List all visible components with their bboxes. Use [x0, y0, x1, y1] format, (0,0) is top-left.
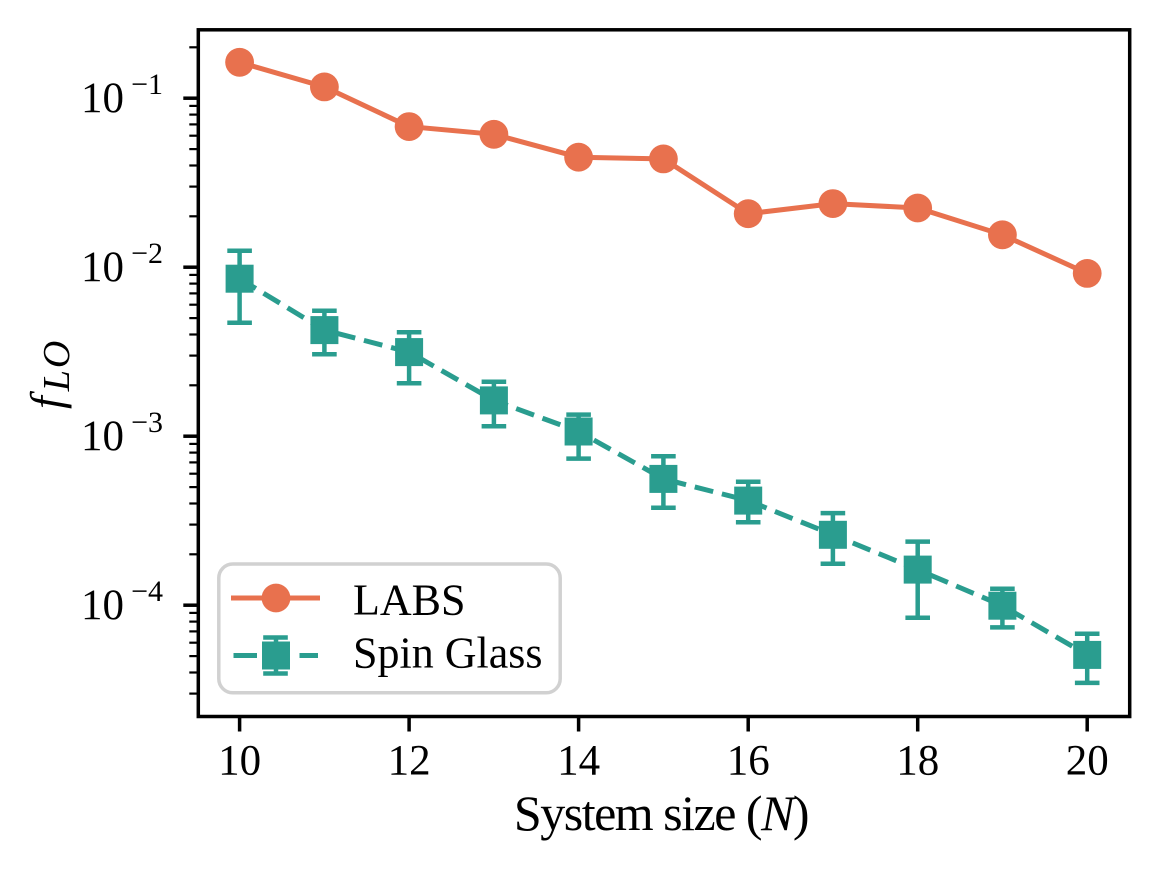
svg-text:10: 10: [81, 582, 124, 629]
svg-text:−1: −1: [131, 68, 163, 101]
svg-text:−3: −3: [131, 406, 163, 439]
svg-text:10: 10: [218, 738, 261, 785]
svg-text:14: 14: [557, 738, 600, 785]
svg-text:16: 16: [727, 738, 770, 785]
svg-text:−2: −2: [131, 237, 163, 270]
svg-text:10: 10: [81, 413, 124, 460]
svg-text:10: 10: [81, 75, 124, 122]
svg-text:System size (N): System size (N): [514, 785, 808, 841]
svg-text:20: 20: [1066, 738, 1109, 785]
svg-text:12: 12: [388, 738, 431, 785]
svg-text:18: 18: [896, 738, 939, 785]
svg-text:LABS: LABS: [353, 575, 465, 624]
svg-text:10: 10: [81, 244, 124, 291]
svg-text:Spin Glass: Spin Glass: [353, 629, 542, 678]
svg-text:−4: −4: [131, 575, 163, 608]
